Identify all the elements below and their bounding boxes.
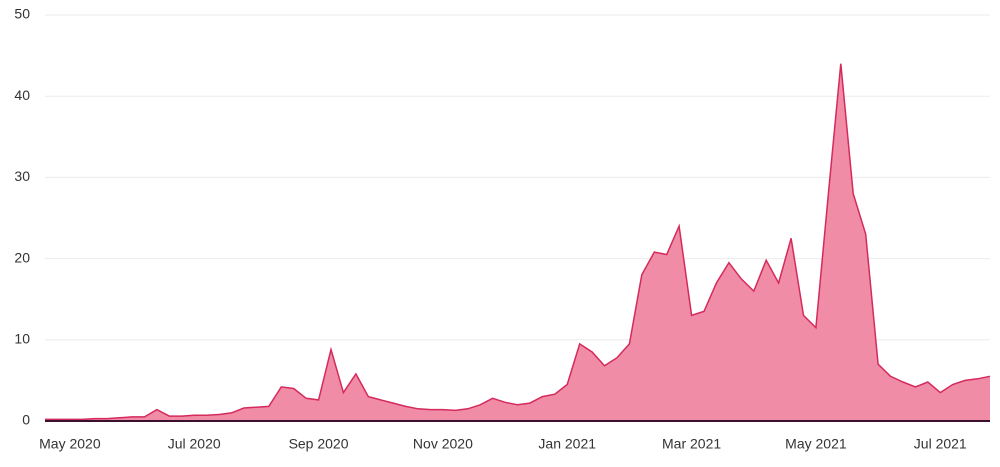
y-tick-label: 20 [14, 249, 30, 265]
x-tick-label: Jan 2021 [538, 436, 596, 452]
x-tick-label: May 2020 [39, 436, 101, 452]
y-tick-label: 10 [14, 331, 30, 347]
x-tick-label: Mar 2021 [662, 436, 721, 452]
y-tick-label: 50 [14, 6, 30, 22]
x-tick-label: Jul 2020 [168, 436, 221, 452]
y-tick-label: 40 [14, 87, 30, 103]
line [45, 63, 991, 421]
x-tick-label: Sep 2020 [289, 436, 349, 452]
x-tick-label: Nov 2020 [413, 436, 473, 452]
x-tick-label: May 2021 [785, 436, 847, 452]
area [45, 63, 990, 421]
x-tick-label: Jul 2021 [914, 436, 967, 452]
y-tick-label: 30 [14, 168, 30, 184]
y-tick-label: 0 [22, 412, 30, 428]
